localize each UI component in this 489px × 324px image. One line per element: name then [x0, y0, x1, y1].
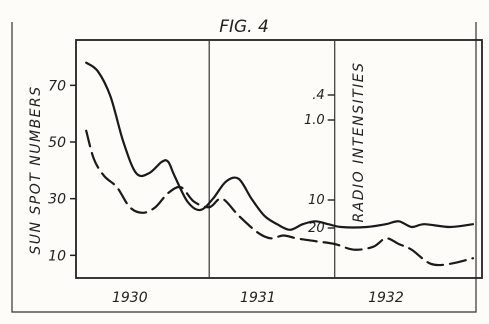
- left-tick-label: 10: [48, 248, 66, 264]
- vertical-dividers: [208, 40, 336, 278]
- x-axis: 1930 1931 1932: [112, 290, 404, 306]
- left-tick-label: 70: [48, 78, 66, 94]
- right-tick-label: 10: [308, 193, 325, 208]
- right-tick-label: 20: [308, 221, 325, 236]
- chart-title: FIG. 4: [219, 17, 269, 37]
- right-axis-title: RADIO INTENSITIES: [351, 61, 367, 222]
- plot-frame: [75, 39, 483, 279]
- right-tick-label: 1.0: [304, 113, 325, 128]
- x-tick-label: 1932: [368, 290, 404, 306]
- left-axis-title: SUN SPOT NUMBERS: [28, 85, 44, 254]
- left-tick-label: 50: [48, 135, 66, 151]
- left-tick-label: 30: [48, 192, 66, 208]
- left-axis: 10 30 50 70: [48, 78, 76, 264]
- right-axis: .4 1.0 10 20: [304, 88, 335, 236]
- x-tick-label: 1930: [112, 290, 148, 306]
- outer-border: [11, 22, 477, 313]
- right-tick-label: .4: [312, 88, 324, 103]
- x-tick-label: 1931: [240, 290, 276, 306]
- solid-series-line: [85, 61, 475, 231]
- series-group: [85, 61, 475, 267]
- dashed-series-line: [85, 129, 475, 267]
